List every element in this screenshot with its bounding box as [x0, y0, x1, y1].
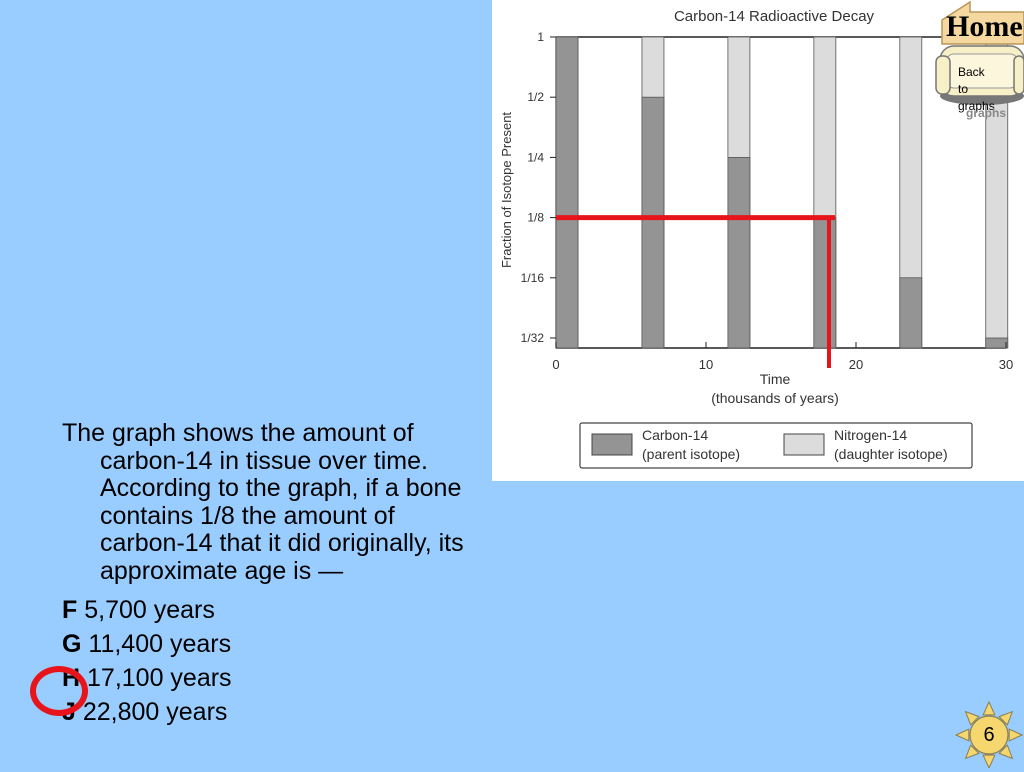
legend: Carbon-14 (parent isotope) Nitrogen-14 (… [579, 422, 973, 469]
bar-carbon [641, 96, 665, 349]
sun-icon [954, 700, 1024, 768]
option-text: 22,800 years [82, 698, 228, 726]
bar-carbon [813, 217, 837, 349]
sun-ray [982, 700, 996, 716]
legend-box [579, 422, 973, 469]
selected-answer-circle [30, 666, 88, 716]
chart-title: Carbon-14 Radioactive Decay [674, 8, 875, 25]
x-tick-label: 20 [849, 357, 863, 372]
option-letter: G [62, 630, 82, 658]
y-tick-label: 1/8 [527, 211, 544, 225]
y-tick-label: 1/2 [527, 90, 544, 104]
y-tick-label: 1/16 [521, 271, 545, 285]
x-tick-label: 10 [699, 357, 713, 372]
home-label: Home [946, 10, 1023, 43]
x-axis-sublabel: (thousands of years) [711, 390, 839, 406]
option-f[interactable]: F 5,700 years [62, 593, 482, 627]
sun-ray [982, 754, 996, 768]
y-tick-label: 1 [537, 30, 544, 44]
legend-label-nitrogen: Nitrogen-14 [834, 427, 907, 443]
legend-label-carbon: Carbon-14 [642, 427, 708, 443]
legend-swatch-nitrogen [783, 433, 825, 456]
sun-ray [1008, 728, 1024, 742]
option-j[interactable]: J 22,800 years [62, 695, 482, 729]
home-arrow-icon [941, 0, 1024, 45]
x-tick-label: 0 [552, 357, 559, 372]
back-to-graphs-shadow: graphs [966, 106, 1007, 120]
x-tick-label: 30 [999, 357, 1013, 372]
answer-options: F 5,700 years G 11,400 years H 17,100 ye… [62, 593, 482, 729]
option-text: 17,100 years [87, 664, 232, 692]
sun-ray [964, 710, 980, 726]
sun-ray [954, 728, 970, 742]
y-axis-label: Fraction of Isotope Present [499, 112, 514, 268]
decay-chart: Carbon-14 Radioactive Decay 1 1/2 1/4 1/8 1/… [499, 8, 1014, 469]
bar-carbon [727, 156, 751, 349]
back-to-graphs-link[interactable]: Back to graphs [958, 65, 995, 113]
sofa-icon [935, 45, 1024, 105]
question-block: The graph shows the amount of carbon-14 … [62, 419, 482, 729]
y-tick-label: 1/32 [521, 331, 545, 345]
bar-carbon [899, 277, 923, 349]
option-letter: F [62, 596, 78, 624]
option-text: 11,400 years [88, 630, 232, 658]
sun-ray [998, 744, 1014, 760]
legend-sublabel-nitrogen: (daughter isotope) [834, 446, 948, 462]
sun-ray [964, 744, 980, 760]
bar-carbon [985, 337, 1009, 349]
question-text: The graph shows the amount of carbon-14 … [62, 419, 464, 585]
home-button[interactable]: Home Back to graphs graphs [930, 0, 1024, 120]
x-axis-label: Time [760, 371, 791, 387]
y-tick-label: 1/4 [527, 150, 544, 164]
legend-swatch-carbon [591, 433, 633, 456]
sun-ray [998, 710, 1014, 726]
option-text: 5,700 years [84, 596, 215, 624]
option-h[interactable]: H 17,100 years [62, 661, 482, 695]
legend-sublabel-carbon: (parent isotope) [642, 446, 740, 462]
page-number: 6 [983, 724, 995, 746]
page-number-badge: 6 [954, 698, 1024, 768]
bar-carbon [555, 36, 579, 349]
plot-area: 1 1/2 1/4 1/8 1/16 1/32 0 10 20 30 [521, 30, 1014, 372]
option-g[interactable]: G 11,400 years [62, 627, 482, 661]
